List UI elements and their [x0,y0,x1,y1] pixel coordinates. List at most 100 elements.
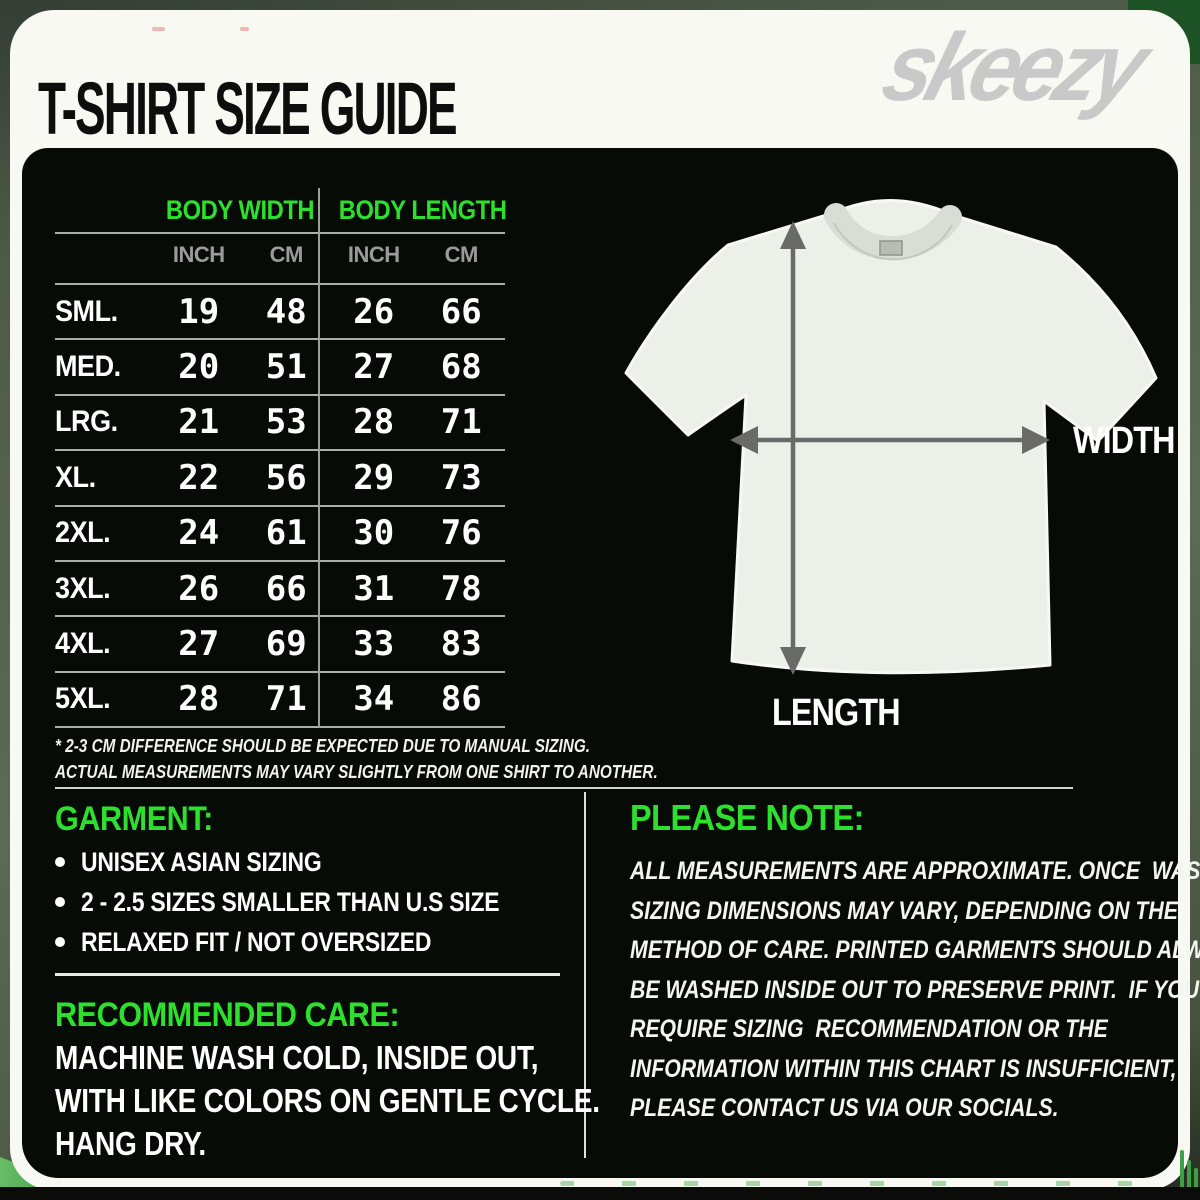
table-cell: 33 [353,624,395,665]
table-cell: 22 [178,457,220,498]
horizontal-rule [55,973,560,976]
size-label: MED. [55,350,121,384]
size-table: SML. 19 48 26 66 MED. 20 51 27 68 LRG. 2… [55,285,505,729]
table-row: SML. 19 48 26 66 [55,285,505,341]
table-cell: 78 [440,568,482,609]
care-line: WITH LIKE COLORS ON GENTLE CYCLE. [55,1082,600,1119]
table-cell: 21 [178,402,220,443]
table-cell: 83 [440,624,482,665]
table-cell: 48 [265,291,307,332]
bullet-dot [55,857,65,867]
note-text: ALL MEASUREMENTS ARE APPROXIMATE. ONCE W… [630,852,1200,1129]
horizontal-rule [55,787,1073,789]
bullet-dot [55,937,65,947]
care-line: MACHINE WASH COLD, INSIDE OUT, [55,1039,539,1076]
bottom-black-strip [0,1187,1200,1200]
table-cell: 66 [265,568,307,609]
table-cell: 51 [265,347,307,388]
tshirt-collar-edge [833,222,953,261]
width-dimension-label: WIDTH [1073,420,1175,462]
table-rule [55,283,505,285]
table-cell: 20 [178,347,220,388]
size-label: 2XL. [55,516,111,550]
table-cell: 61 [265,513,307,554]
table-cell: 66 [440,291,482,332]
note-line: PLEASE CONTACT US VIA OUR SOCIALS. [630,1094,1059,1122]
size-label: 5XL. [55,682,111,716]
table-row: XL. 22 56 29 73 [55,451,505,507]
size-label: XL. [55,460,96,494]
table-cell: 76 [440,513,482,554]
table-cell: 73 [440,457,482,498]
bottom-edge-decoration [560,1181,1170,1186]
collar-brand-label [879,240,903,256]
care-heading: RECOMMENDED CARE: [55,996,400,1034]
footnote-line: * 2-3 CM DIFFERENCE SHOULD BE EXPECTED D… [55,736,590,756]
table-cell: 53 [265,402,307,443]
unit-header: CM [444,242,479,267]
care-line: HANG DRY. [55,1125,206,1162]
tshirt-illustration [624,199,1158,675]
table-cell: 30 [353,513,395,554]
unit-header: INCH [172,242,225,267]
table-cell: 86 [440,679,482,720]
footnote-line: ACTUAL MEASUREMENTS MAY VARY SLIGHTLY FR… [55,761,658,782]
size-label: SML. [55,294,118,328]
page-title: T-SHIRT SIZE GUIDE [38,67,458,150]
garment-bullet-list: UNISEX ASIAN SIZING 2 - 2.5 SIZES SMALLE… [55,842,573,962]
table-row: MED. 20 51 27 68 [55,340,505,396]
note-line: METHOD OF CARE. PRINTED GARMENTS SHOULD … [630,936,1200,964]
table-cell: 71 [265,679,307,720]
grass-decoration [1180,1150,1198,1188]
table-footnote: * 2-3 CM DIFFERENCE SHOULD BE EXPECTED D… [55,734,764,785]
table-group-header-body-width: BODY WIDTH [165,195,315,225]
table-row: LRG. 21 53 28 71 [55,396,505,452]
unit-header: INCH [347,242,400,267]
table-row: 2XL. 24 61 30 76 [55,507,505,562]
table-cell: 31 [353,568,395,609]
width-arrow [730,426,1050,454]
list-item: RELAXED FIT / NOT OVERSIZED [55,922,573,962]
note-line: REQUIRE SIZING RECOMMENDATION OR THE [630,1015,1108,1043]
bullet-text: RELAXED FIT / NOT OVERSIZED [81,926,432,957]
table-cell: 27 [178,624,220,665]
table-cell: 19 [178,291,220,332]
table-cell: 24 [178,513,220,554]
care-text: MACHINE WASH COLD, INSIDE OUT, WITH LIKE… [55,1036,696,1165]
table-cell: 69 [265,624,307,665]
table-cell: 71 [440,402,482,443]
length-dimension-label: LENGTH [772,692,901,734]
list-item: 2 - 2.5 SIZES SMALLER THAN U.S SIZE [55,882,573,922]
table-cell: 28 [353,402,395,443]
table-column-divider [318,188,320,728]
unit-header: CM [269,242,304,267]
bullet-text: UNISEX ASIAN SIZING [81,846,322,877]
size-label: LRG. [55,405,118,439]
table-row: 4XL. 27 69 33 83 [55,617,505,673]
table-group-header-body-length: BODY LENGTH [338,195,507,225]
artifact-mark [152,27,165,31]
garment-heading: GARMENT: [55,800,213,838]
brand-logo: skeezy [871,14,1154,121]
artifact-mark [240,27,249,31]
table-cell: 68 [440,347,482,388]
table-cell: 34 [353,679,395,720]
table-cell: 26 [353,291,395,332]
list-item: UNISEX ASIAN SIZING [55,842,573,882]
bullet-text: 2 - 2.5 SIZES SMALLER THAN U.S SIZE [81,886,500,917]
table-row: 5XL. 28 71 34 86 [55,673,505,729]
size-label: 3XL. [55,571,111,605]
table-cell: 27 [353,347,395,388]
size-label: 4XL. [55,627,111,661]
column-divider [584,792,586,1158]
table-unit-header-row: INCH CM INCH CM [155,242,505,268]
note-line: BE WASHED INSIDE OUT TO PRESERVE PRINT. … [630,975,1200,1004]
table-rule [55,232,505,234]
table-cell: 26 [178,568,220,609]
note-heading: PLEASE NOTE: [630,797,865,838]
table-cell: 29 [353,457,395,498]
note-line: SIZING DIMENSIONS MAY VARY, DEPENDING ON… [630,896,1178,925]
bullet-dot [55,897,65,907]
table-cell: 56 [265,457,307,498]
